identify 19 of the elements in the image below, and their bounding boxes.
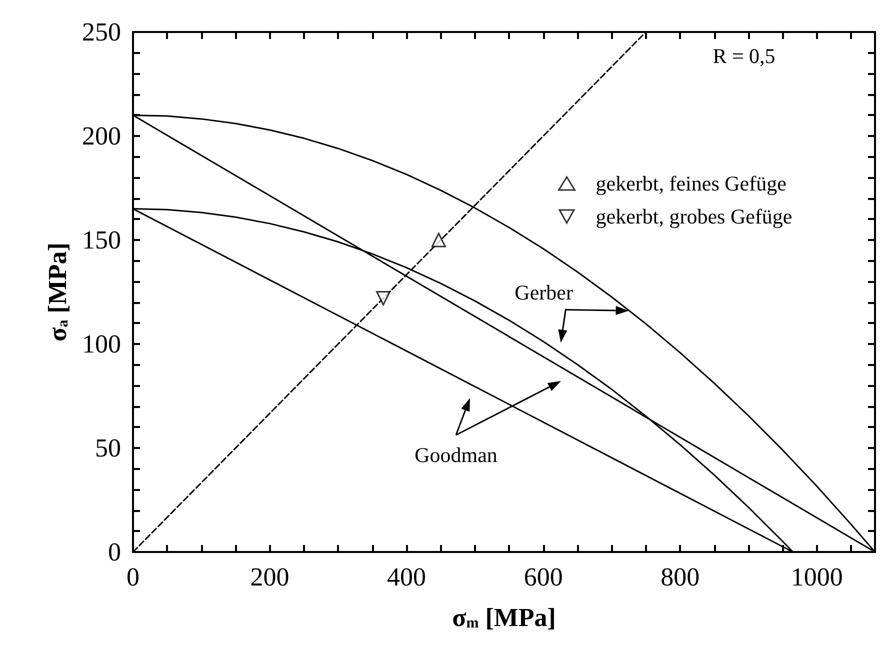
y-tick-label: 150: [82, 226, 121, 254]
x-tick-label: 800: [660, 562, 700, 592]
y-axis-title: σa [MPa]: [43, 242, 72, 342]
annotation: R = 0,5: [712, 44, 776, 68]
y-tick-label: 0: [108, 538, 121, 566]
legend-label: gekerbt, grobes Gefüge: [596, 204, 792, 228]
annotation: Gerber: [514, 280, 573, 305]
x-tick-label: 1000: [790, 562, 843, 592]
y-tick-label: 250: [82, 18, 121, 46]
y-tick-label: 50: [95, 434, 121, 462]
legend-label: gekerbt, feines Gefüge: [596, 172, 786, 196]
y-tick-label: 100: [82, 330, 121, 358]
x-axis-title: σm [MPa]: [452, 603, 556, 632]
x-tick-label: 0: [126, 562, 140, 592]
x-tick-label: 400: [387, 562, 426, 592]
annotation: Goodman: [414, 443, 498, 467]
x-tick-label: 600: [524, 562, 563, 592]
x-tick-label: 200: [250, 562, 290, 592]
y-tick-label: 200: [82, 122, 121, 150]
